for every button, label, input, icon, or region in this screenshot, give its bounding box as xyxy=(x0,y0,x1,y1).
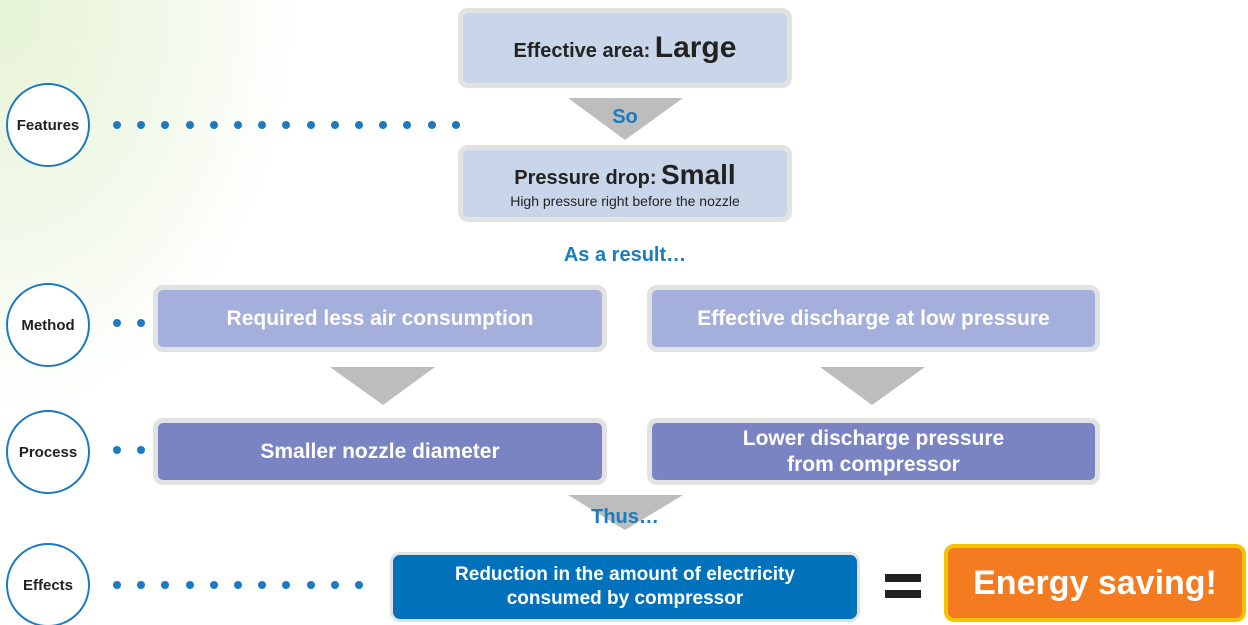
box-label: Pressure drop: xyxy=(514,166,657,189)
dot xyxy=(330,121,339,129)
feature-box: Effective area: Large xyxy=(458,8,792,88)
arrow xyxy=(330,367,435,405)
box-label: Effective area: xyxy=(513,40,651,62)
dot xyxy=(234,121,242,129)
effect-box: Reduction in the amount of electricity c… xyxy=(390,552,860,622)
method-box: Required less air consumption xyxy=(153,285,607,352)
dot xyxy=(209,581,218,589)
connector-text: As a result… xyxy=(563,244,687,266)
dot xyxy=(234,581,242,589)
arrow xyxy=(820,367,925,405)
dot xyxy=(403,121,412,129)
dot xyxy=(113,581,121,589)
dot xyxy=(161,581,170,589)
box-value: Large xyxy=(654,31,737,64)
box-note: High pressure right before the nozzle xyxy=(510,192,740,209)
dot xyxy=(451,121,460,129)
stage-circle: Effects xyxy=(6,543,90,625)
dot xyxy=(113,319,121,327)
arrow xyxy=(568,98,683,140)
stage-circle: Features xyxy=(6,83,90,167)
dot xyxy=(185,581,194,589)
dot xyxy=(137,319,146,327)
dot xyxy=(185,121,194,129)
dot xyxy=(282,581,291,589)
dot xyxy=(258,581,267,589)
equals-bar xyxy=(885,574,921,582)
dot xyxy=(161,121,170,129)
stage-circle: Process xyxy=(6,410,90,494)
pressure-box: Pressure drop: Small High pressure right… xyxy=(458,145,792,222)
dot xyxy=(137,446,146,454)
dot xyxy=(355,581,363,589)
dot xyxy=(427,121,436,129)
dot xyxy=(113,121,121,129)
dot xyxy=(137,581,146,589)
process-box: Smaller nozzle diameter xyxy=(153,418,607,485)
arrow xyxy=(568,495,683,530)
dot xyxy=(355,121,363,129)
equals-bar xyxy=(885,590,921,598)
dot xyxy=(306,581,315,589)
box-value: Small xyxy=(661,158,736,190)
result-box: Energy saving! xyxy=(944,544,1246,622)
dot xyxy=(209,121,218,129)
process-box: Lower discharge pressure from compressor xyxy=(647,418,1100,485)
dot xyxy=(330,581,339,589)
connector-text: Thus… xyxy=(591,506,659,528)
dot xyxy=(282,121,291,129)
dot xyxy=(113,446,121,454)
method-box: Effective discharge at low pressure xyxy=(647,285,1100,352)
connector-text: So xyxy=(612,106,638,128)
dot xyxy=(379,121,388,129)
dot xyxy=(137,121,146,129)
dot xyxy=(258,121,267,129)
dot xyxy=(306,121,315,129)
stage-circle: Method xyxy=(6,283,90,367)
